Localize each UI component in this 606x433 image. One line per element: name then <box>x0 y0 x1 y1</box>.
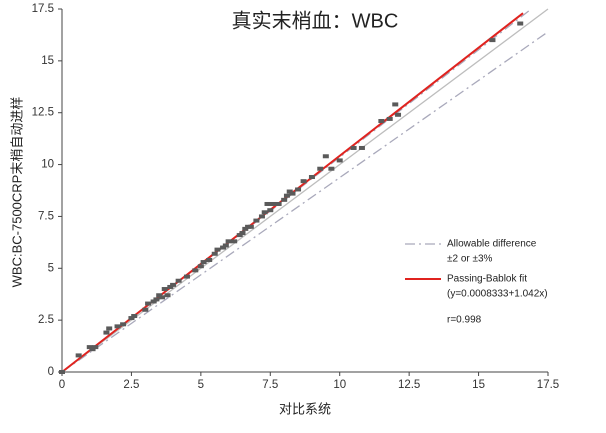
point <box>158 295 165 300</box>
point <box>253 218 260 223</box>
point <box>395 112 402 117</box>
point <box>350 145 357 150</box>
point <box>247 224 254 229</box>
point <box>161 287 168 292</box>
point <box>89 347 96 352</box>
point <box>211 251 218 256</box>
point <box>289 191 296 196</box>
point <box>378 119 385 124</box>
point <box>358 145 365 150</box>
point <box>328 166 335 171</box>
point <box>322 154 329 159</box>
point <box>59 370 65 374</box>
point <box>156 293 163 298</box>
point <box>92 345 99 350</box>
legend-label: Passing-Bablok fit <box>447 274 527 285</box>
x-tick-label: 12.5 <box>398 379 420 391</box>
y-tick-label: 7.5 <box>38 210 54 222</box>
point <box>128 316 135 321</box>
point <box>258 214 265 219</box>
point <box>131 313 138 318</box>
x-tick-label: 10 <box>333 379 346 391</box>
y-tick-label: 0 <box>48 366 54 378</box>
point <box>75 353 82 358</box>
y-tick-label: 5 <box>48 262 54 274</box>
point <box>267 208 274 213</box>
point <box>153 297 160 302</box>
y-tick-label: 15 <box>41 55 54 67</box>
point <box>167 284 174 289</box>
point <box>197 264 204 269</box>
y-tick-label: 10 <box>41 159 54 171</box>
point <box>120 322 127 327</box>
point <box>164 293 171 298</box>
y-tick-label: 17.5 <box>32 3 54 15</box>
fit-line <box>61 8 532 373</box>
point <box>86 345 93 350</box>
point <box>281 197 288 202</box>
point <box>386 116 393 121</box>
point <box>231 239 238 244</box>
point <box>183 274 190 279</box>
point <box>170 282 177 287</box>
x-tick-label: 15 <box>472 379 485 391</box>
point <box>300 179 307 184</box>
point <box>286 189 293 194</box>
point <box>392 102 399 107</box>
point <box>175 278 182 283</box>
chart-title: 真实末梢血：WBC <box>232 9 399 32</box>
point <box>239 231 246 236</box>
point <box>489 38 496 43</box>
point <box>517 21 524 26</box>
legend-label: Allowable difference <box>447 239 537 250</box>
point <box>225 239 232 244</box>
point <box>295 187 302 192</box>
point <box>214 247 221 252</box>
point <box>283 193 290 198</box>
point <box>150 299 157 304</box>
point <box>308 175 315 180</box>
point <box>200 260 207 265</box>
y-tick-label: 12.5 <box>32 107 54 119</box>
point <box>114 324 121 329</box>
x-tick-label: 2.5 <box>123 379 139 391</box>
legend-note: ±2 or ±3% <box>447 254 493 265</box>
point <box>275 201 282 206</box>
point <box>222 243 229 248</box>
reference-line <box>61 31 549 373</box>
point <box>242 226 249 231</box>
y-axis-label: WBC:BC-7500CRP末梢自动进样 <box>9 97 24 288</box>
legend-note: (y=0.0008333+1.042x) <box>447 289 548 300</box>
point <box>145 301 152 306</box>
point <box>264 201 271 206</box>
x-tick-label: 0 <box>59 379 65 391</box>
point <box>192 268 199 273</box>
x-axis-label: 对比系统 <box>279 401 331 416</box>
point <box>106 326 113 331</box>
y-tick-label: 2.5 <box>38 314 54 326</box>
x-tick-label: 5 <box>198 379 204 391</box>
point <box>317 166 324 171</box>
x-tick-label: 7.5 <box>262 379 278 391</box>
point <box>236 233 243 238</box>
point <box>270 201 277 206</box>
point <box>261 210 268 215</box>
annotation: r=0.998 <box>447 315 482 326</box>
point <box>142 307 149 312</box>
point <box>336 158 343 163</box>
point <box>206 257 213 262</box>
point <box>103 330 110 335</box>
x-tick-label: 17.5 <box>537 379 559 391</box>
point <box>220 245 227 250</box>
